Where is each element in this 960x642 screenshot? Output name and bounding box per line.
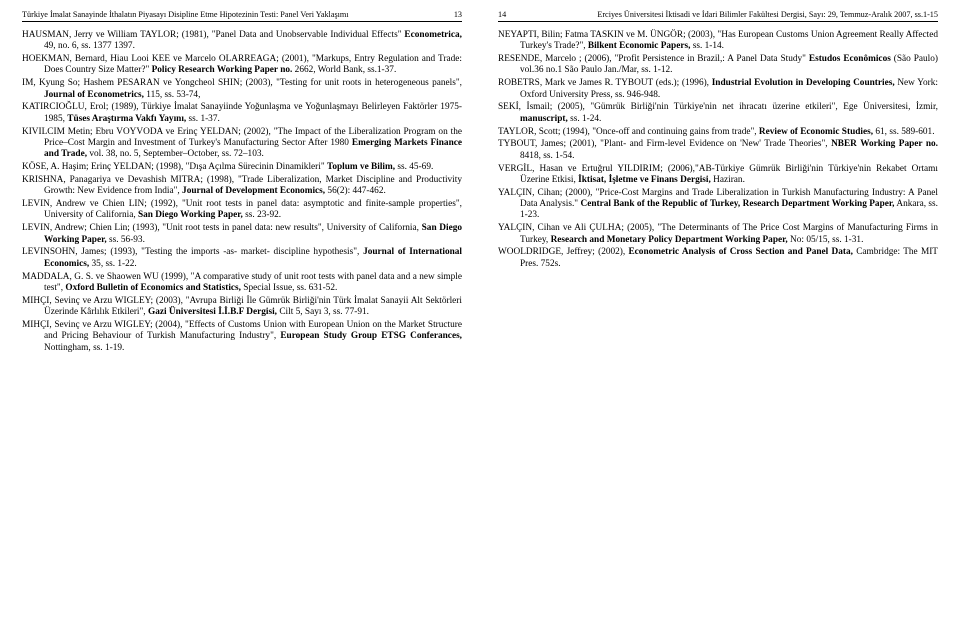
reference-text: IM, Kyung So; Hashem PESARAN ve Yongcheo… [22,78,462,88]
reference-text: KÖSE, A. Haşim; Erinç YELDAN; (1998), "D… [22,162,327,172]
right-header: 14 Erciyes Üniversitesi İktisadi ve İdar… [498,10,938,22]
reference-source: San Diego Working Paper, [138,210,243,220]
reference-entry: TAYLOR, Scott; (1994), "Once-off and con… [498,127,938,138]
reference-entry: ROBETRS, Mark ve James R. TYBOUT (eds.);… [498,78,938,101]
left-page: Türkiye İmalat Sanayinde İthalatın Piyas… [0,0,480,642]
reference-entry: VERGİL, Hasan ve Ertuğrul YILDIRIM; (200… [498,164,938,187]
reference-entry: KATIRCIOĞLU, Erol; (1989), Türkiye İmala… [22,102,462,125]
reference-source: Econometrica, [404,30,462,40]
reference-tail: 49, no. 6, ss. 1377 1397. [44,41,135,51]
reference-tail: 115, ss. 53-74, [144,90,200,100]
reference-text: SEKİ, İsmail; (2005), "Gümrük Birliği'ni… [498,102,938,112]
reference-tail: vol. 38, no. 5, September–October, ss. 7… [87,149,264,159]
reference-tail: 35, ss. 1-22. [89,259,137,269]
reference-tail: Special Issue, ss. 631-52. [241,283,337,293]
right-header-pageno: 14 [498,10,506,19]
right-references: NEYAPTI, Bilin; Fatma TASKIN ve M. ÜNGÖR… [498,30,938,270]
reference-tail: ss. 1-14. [690,41,724,51]
reference-entry: LEVIN, Andrew ve Chien LIN; (1992), "Uni… [22,199,462,222]
reference-source: Journal of Econometrics, [44,90,144,100]
reference-entry: SEKİ, İsmail; (2005), "Gümrük Birliği'ni… [498,102,938,125]
reference-tail: Cilt 5, Sayı 3, ss. 77-91. [277,307,369,317]
reference-text: ROBETRS, Mark ve James R. TYBOUT (eds.);… [498,78,712,88]
reference-tail: ss. 1-24. [568,114,602,124]
reference-source: Industrial Evolution in Developing Count… [712,78,895,88]
reference-entry: TYBOUT, James; (2001), "Plant- and Firm-… [498,139,938,162]
right-header-title: Erciyes Üniversitesi İktisadi ve İdari B… [597,10,938,19]
reference-source: Review of Economic Studies, [759,127,873,137]
reference-source: Gazi Üniversitesi İ.İ.B.F Dergisi, [148,307,277,317]
reference-entry: KÖSE, A. Haşim; Erinç YELDAN; (1998), "D… [22,162,462,173]
reference-entry: WOOLDRIDGE, Jeffrey; (2002), Econometric… [498,247,938,270]
reference-source: İktisat, İşletme ve Finans Dergisi, [578,175,711,185]
reference-tail: ss. 56-93. [107,235,145,245]
reference-entry: NEYAPTI, Bilin; Fatma TASKIN ve M. ÜNGÖR… [498,30,938,53]
left-references: HAUSMAN, Jerry ve William TAYLOR; (1981)… [22,30,462,354]
reference-source: Journal of Development Economics, [182,186,325,196]
reference-tail: ss. 1-37. [186,114,220,124]
reference-tail: ss. 23-92. [243,210,281,220]
reference-text: RESENDE, Marcelo ; (2006), "Profit Persi… [498,54,809,64]
reference-source: Research and Monetary Policy Department … [551,235,788,245]
reference-source: Policy Research Working Paper no. [152,65,293,75]
reference-entry: RESENDE, Marcelo ; (2006), "Profit Persi… [498,54,938,77]
reference-entry: LEVINSOHN, James; (1993), "Testing the i… [22,247,462,270]
reference-source: Central Bank of the Republic of Turkey, … [580,199,894,209]
right-page: 14 Erciyes Üniversitesi İktisadi ve İdar… [480,0,960,642]
left-header-title: Türkiye İmalat Sanayinde İthalatın Piyas… [22,10,349,19]
reference-text: WOOLDRIDGE, Jeffrey; (2002), [498,247,628,257]
reference-entry: MIHÇI, Sevinç ve Arzu WIGLEY; (2004), "E… [22,320,462,354]
left-header: Türkiye İmalat Sanayinde İthalatın Piyas… [22,10,462,22]
reference-tail: 56(2): 447-462. [325,186,386,196]
reference-source: Toplum ve Bilim, [327,162,395,172]
reference-tail: No: 05/15, ss. 1-31. [788,235,864,245]
reference-tail: 2662, World Bank, ss.1-37. [292,65,396,75]
reference-source: European Study Group ETSG Conferances, [280,331,462,341]
reference-entry: HOEKMAN, Bernard, Hiau Looi KEE ve Marce… [22,54,462,77]
reference-text: TYBOUT, James; (2001), "Plant- and Firm-… [498,139,831,149]
reference-entry: MIHÇI, Sevinç ve Arzu WIGLEY; (2003), "A… [22,296,462,319]
reference-source: Tüses Araştırma Vakfı Yayını, [67,114,186,124]
reference-source: Estudos Econômicos [809,54,891,64]
reference-entry: YALÇIN, Cihan; (2000), "Price-Cost Margi… [498,188,938,222]
reference-tail: 61, ss. 589-601. [873,127,934,137]
reference-tail: Haziran. [711,175,745,185]
reference-entry: IM, Kyung So; Hashem PESARAN ve Yongcheo… [22,78,462,101]
reference-source: NBER Working Paper no. [831,139,938,149]
reference-source: Bilkent Economic Papers, [588,41,691,51]
reference-entry: LEVIN, Andrew; Chien Lin; (1993), "Unit … [22,223,462,246]
reference-text: LEVIN, Andrew; Chien Lin; (1993), "Unit … [22,223,422,233]
reference-entry: KIVILCIM Metin; Ebru VOYVODA ve Erinç YE… [22,127,462,161]
left-header-pageno: 13 [454,10,462,19]
reference-entry: KRISHNA, Panagariya ve Devashish MITRA; … [22,175,462,198]
reference-source: Oxford Bulletin of Economics and Statist… [65,283,241,293]
reference-tail: Nottingham, ss. 1-19. [44,343,124,353]
reference-text: TAYLOR, Scott; (1994), "Once-off and con… [498,127,759,137]
reference-tail: 8418, ss. 1-54. [520,151,575,161]
reference-source: Econometric Analysis of Cross Section an… [628,247,852,257]
reference-entry: YALÇIN, Cihan ve Ali ÇULHA; (2005), "The… [498,223,938,246]
reference-text: LEVINSOHN, James; (1993), "Testing the i… [22,247,363,257]
reference-source: manuscript, [520,114,568,124]
reference-entry: HAUSMAN, Jerry ve William TAYLOR; (1981)… [22,30,462,53]
reference-text: HAUSMAN, Jerry ve William TAYLOR; (1981)… [22,30,404,40]
reference-entry: MADDALA, G. S. ve Shaowen WU (1999), "A … [22,272,462,295]
reference-tail: ss. 45-69. [395,162,433,172]
